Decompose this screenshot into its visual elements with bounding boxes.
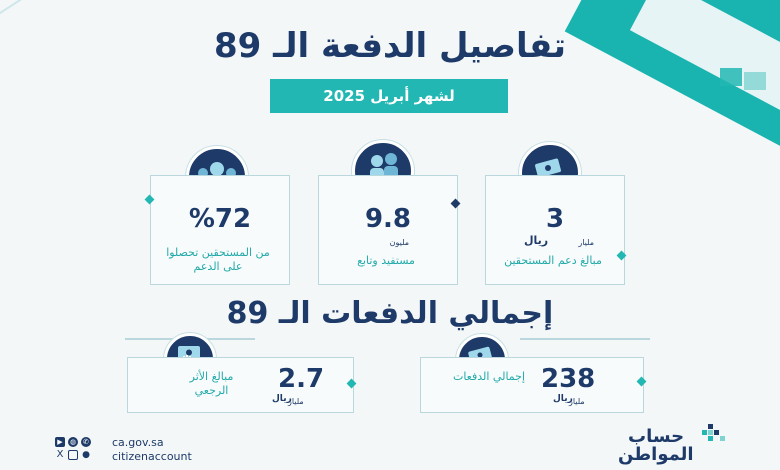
stat-card-beneficiaries: 9.8 مليون مستفيد وتابع: [318, 175, 458, 285]
retroactive-label: مبالغ الأثر الرجعي: [189, 370, 234, 397]
payments-value: 238: [541, 364, 596, 394]
coverage-label: من المستحقين تحصلوا على الدعم: [166, 246, 270, 273]
amount-unit: مليار: [578, 238, 594, 247]
instagram-icon[interactable]: [68, 450, 78, 460]
snapchat-icon[interactable]: ●: [82, 450, 90, 460]
youtube-icon[interactable]: ▶: [55, 437, 65, 447]
stat-card-coverage: %72 من المستحقين تحصلوا على الدعم: [150, 175, 290, 285]
riyal-icon: ريال: [553, 394, 574, 404]
decorative-square: [744, 72, 766, 90]
amount-value: 3: [545, 204, 565, 234]
totals-title: إجمالي الدفعات الـ 89: [226, 296, 554, 331]
total-card-retroactive: مبالغ الأثر الرجعي 2.7 مليار ريال: [127, 357, 354, 413]
total-card-payments: إجمالي الدفعات 238 مليار ريال: [420, 357, 644, 413]
whatsapp-icon[interactable]: ✆: [81, 437, 91, 447]
divider: [520, 338, 650, 340]
globe-icon[interactable]: ◍: [68, 437, 78, 447]
beneficiaries-value: 9.8: [364, 204, 412, 234]
beneficiaries-unit: مليون: [389, 238, 409, 247]
beneficiaries-label: مستفيد وتابع: [357, 254, 415, 267]
riyal-icon: ريال: [524, 234, 549, 247]
retroactive-unit: مليار: [288, 397, 304, 406]
payments-label: إجمالي الدفعات: [452, 370, 526, 383]
coverage-value: %72: [188, 204, 252, 234]
payments-unit: مليار: [569, 397, 585, 406]
riyal-icon: ريال: [272, 394, 293, 404]
logo-dots-icon: [702, 424, 726, 442]
decorative-square: [720, 68, 742, 86]
month-badge: لشهر أبريل 2025: [270, 79, 508, 113]
x-icon[interactable]: X: [56, 449, 64, 460]
website-link[interactable]: ca.gov.sa: [112, 436, 164, 449]
page-title: تفاصيل الدفعة الـ 89: [213, 26, 567, 66]
month-label: لشهر أبريل 2025: [323, 87, 455, 105]
retroactive-value: 2.7: [278, 364, 325, 394]
handle-link[interactable]: citizenaccount: [112, 450, 192, 463]
amount-label: مبالغ دعم المستحقين: [504, 254, 602, 267]
logo-line2: المواطن: [618, 444, 694, 465]
stat-card-amount: 3 مليار ريال مبالغ دعم المستحقين: [485, 175, 625, 285]
logo-line1: حساب: [628, 426, 685, 447]
